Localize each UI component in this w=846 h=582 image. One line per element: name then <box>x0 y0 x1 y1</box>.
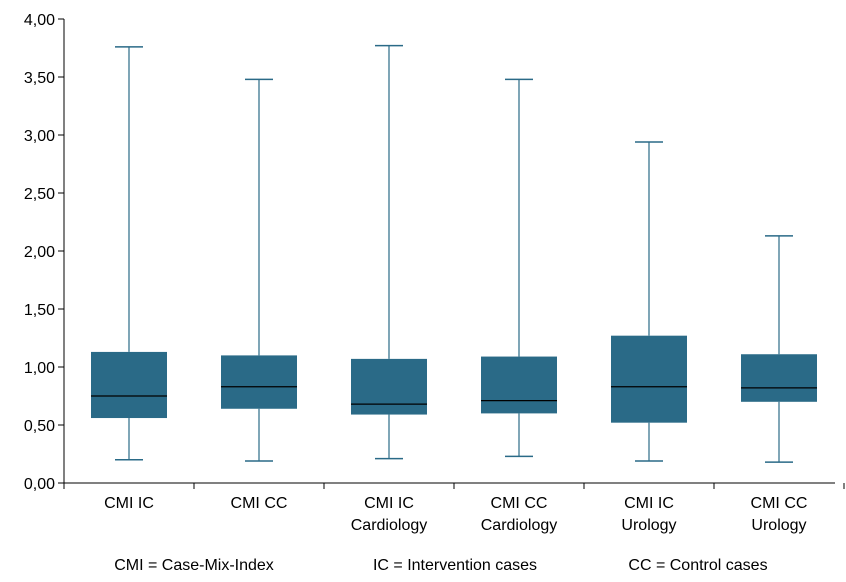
x-tick-label-line2: Cardiology <box>481 517 557 534</box>
x-tick-label: CMI CC <box>491 495 548 512</box>
box-group <box>741 235 817 463</box>
x-tick-label: CMI IC <box>624 495 674 512</box>
abbreviation-legend: CMI = Case-Mix-Index IC = Intervention ca… <box>114 557 767 574</box>
y-axis: 0,00 0,50 1,00 1,50 2,00 2,50 3,00 3,50 4,00 <box>24 12 65 493</box>
iqr-box <box>611 335 687 423</box>
box-group <box>351 44 427 460</box>
x-axis: CMI IC CMI CC CMI IC Cardiology CMI CC Cardio… <box>63 482 845 534</box>
box-group <box>91 46 167 461</box>
y-tick-label: 3,50 <box>24 70 55 87</box>
x-tick-label: CMI CC <box>231 495 288 512</box>
iqr-box <box>741 354 817 402</box>
y-tick-label: 0,50 <box>24 418 55 435</box>
box-group <box>611 141 687 462</box>
y-tick-label: 4,00 <box>24 12 55 29</box>
y-tick-label: 0,00 <box>24 476 55 493</box>
box-series <box>91 44 817 463</box>
y-tick-label: 3,00 <box>24 128 55 145</box>
legend-item: IC = Intervention cases <box>373 557 537 574</box>
legend-item: CC = Control cases <box>628 557 767 574</box>
iqr-box <box>481 356 557 414</box>
x-tick-label: CMI IC <box>104 495 154 512</box>
iqr-box <box>91 351 167 419</box>
iqr-box <box>221 355 297 409</box>
y-tick-label: 2,50 <box>24 186 55 203</box>
iqr-box <box>351 358 427 415</box>
y-tick-label: 2,00 <box>24 244 55 261</box>
x-tick-label-line2: Cardiology <box>351 517 427 534</box>
y-tick-label: 1,50 <box>24 302 55 319</box>
box-group <box>481 78 557 458</box>
x-tick-label: CMI CC <box>751 495 808 512</box>
box-group <box>221 78 297 462</box>
legend-item: CMI = Case-Mix-Index <box>114 557 274 574</box>
y-tick-label: 1,00 <box>24 360 55 377</box>
x-tick-label: CMI IC <box>364 495 414 512</box>
x-tick-label-line2: Urology <box>751 517 806 534</box>
x-tick-label-line2: Urology <box>621 517 676 534</box>
